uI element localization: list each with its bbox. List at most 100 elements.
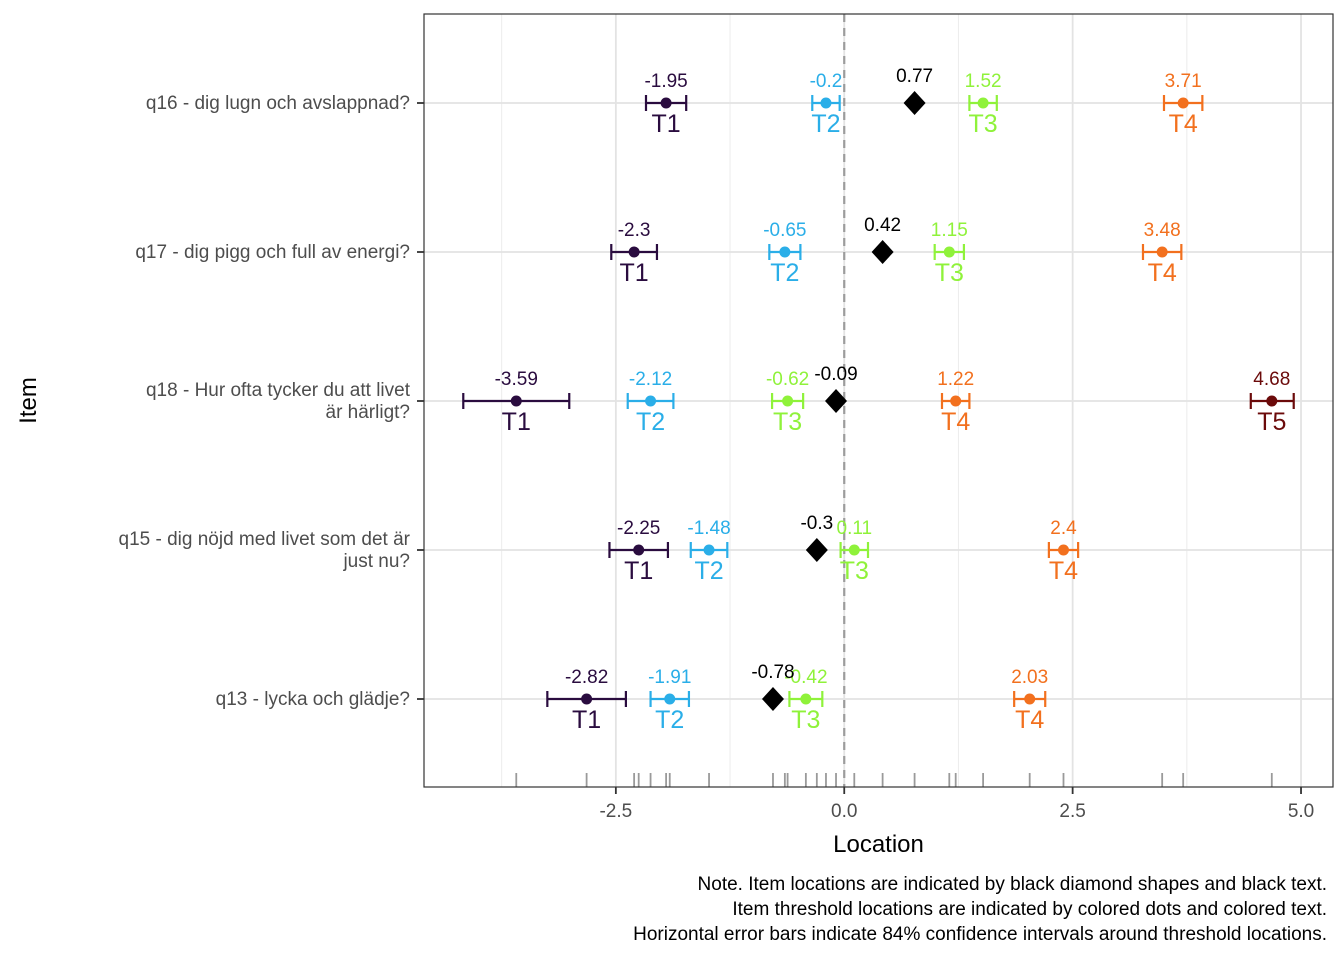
x-tick-label: 2.5 [1059, 801, 1085, 822]
threshold-value-label: -2.3 [618, 220, 651, 241]
threshold-point [950, 395, 962, 407]
threshold-id-label: T2 [655, 706, 684, 734]
y-tick-label: är härligt? [326, 402, 411, 423]
item-location-diamond [903, 91, 926, 115]
threshold-point [645, 395, 657, 407]
threshold-value-label: 3.71 [1165, 71, 1202, 92]
threshold-id-label: T4 [1015, 706, 1044, 734]
threshold-point [1177, 97, 1189, 109]
item-location-label: -0.3 [800, 513, 833, 534]
threshold-point [510, 395, 522, 407]
threshold-value-label: -3.59 [495, 369, 538, 390]
item-row: -2.3 T1 -0.65 T2 1.15 T3 3.48 T4 0.42 [610, 215, 1183, 287]
y-axis: q16 - dig lugn och avslappnad? q17 - dig … [119, 93, 424, 710]
item-location-diamond [825, 389, 848, 413]
threshold-id-label: T4 [1049, 557, 1078, 585]
rug-marks [515, 773, 1273, 787]
y-axis-title: Item [15, 377, 42, 424]
threshold-id-label: T4 [1169, 110, 1198, 138]
threshold-value-label: 3.48 [1144, 220, 1181, 241]
threshold-value-label: -0.2 [810, 71, 843, 92]
threshold-id-label: T1 [502, 408, 531, 436]
threshold-id-label: T1 [620, 259, 649, 287]
threshold-point [1024, 693, 1036, 705]
y-tick-label: just nu? [342, 551, 410, 572]
note-line: Horizontal error bars indicate 84% confi… [633, 924, 1327, 945]
threshold-value-label: 2.4 [1050, 518, 1077, 539]
item-location-label: -0.78 [751, 662, 794, 683]
threshold-point [848, 544, 860, 556]
threshold-id-label: T2 [694, 557, 723, 585]
threshold-id-label: T2 [770, 259, 799, 287]
threshold-value-label: 1.52 [965, 71, 1002, 92]
threshold-value-label: -2.82 [565, 667, 608, 688]
threshold-value-label: 1.22 [937, 369, 974, 390]
threshold-point [977, 97, 989, 109]
threshold-point [800, 693, 812, 705]
threshold-id-label: T3 [791, 706, 820, 734]
threshold-value-label: 2.03 [1011, 667, 1048, 688]
threshold-value-label: -1.91 [648, 667, 691, 688]
x-tick-label: -2.5 [599, 801, 632, 822]
x-axis: -2.5 0.0 2.5 5.0 [599, 787, 1314, 822]
y-tick-label: q13 - lycka och glädje? [216, 689, 410, 710]
threshold-point [1057, 544, 1069, 556]
chart-marks: -1.95 T1 -0.2 T2 1.52 T3 3.71 T4 0.77 -2.3 T1 -0.65… [462, 66, 1295, 734]
item-location-diamond [871, 240, 894, 264]
chart-note: Note. Item locations are indicated by bl… [633, 874, 1327, 945]
threshold-value-label: 1.15 [931, 220, 968, 241]
item-location-diamond [761, 687, 784, 711]
y-tick-label: q15 - dig nöjd med livet som det är [119, 529, 411, 550]
threshold-point [703, 544, 715, 556]
threshold-id-label: T2 [811, 110, 840, 138]
threshold-point [779, 246, 791, 258]
threshold-point [1266, 395, 1278, 407]
threshold-id-label: T4 [1148, 259, 1177, 287]
threshold-value-label: -0.65 [763, 220, 806, 241]
threshold-point [1156, 246, 1168, 258]
threshold-id-label: T5 [1257, 408, 1286, 436]
threshold-point [943, 246, 955, 258]
y-tick-label: q16 - dig lugn och avslappnad? [146, 93, 410, 114]
threshold-id-label: T3 [773, 408, 802, 436]
item-location-label: -0.09 [814, 364, 857, 385]
threshold-point [581, 693, 593, 705]
threshold-value-label: 4.68 [1253, 369, 1290, 390]
threshold-point [628, 246, 640, 258]
threshold-id-label: T2 [636, 408, 665, 436]
threshold-id-label: T1 [624, 557, 653, 585]
item-row: -1.95 T1 -0.2 T2 1.52 T3 3.71 T4 0.77 [644, 66, 1204, 138]
threshold-point [782, 395, 794, 407]
threshold-id-label: T4 [941, 408, 970, 436]
x-tick-label: 0.0 [831, 801, 857, 822]
threshold-value-label: -0.42 [784, 667, 827, 688]
y-tick-label: q17 - dig pigg och full av energi? [135, 242, 410, 263]
note-line: Item threshold locations are indicated b… [732, 899, 1327, 920]
threshold-id-label: T1 [652, 110, 681, 138]
threshold-point [820, 97, 832, 109]
threshold-point [664, 693, 676, 705]
threshold-point [633, 544, 645, 556]
threshold-value-label: -0.62 [766, 369, 809, 390]
threshold-value-label: -1.95 [644, 71, 687, 92]
threshold-value-label: -2.12 [629, 369, 672, 390]
threshold-id-label: T3 [840, 557, 869, 585]
threshold-id-label: T3 [969, 110, 998, 138]
item-location-label: 0.77 [896, 66, 933, 87]
item-location-diamond [805, 538, 828, 562]
item-row: -2.82 T1 -1.91 T2 -0.42 T3 2.03 T4 -0.78 [546, 662, 1048, 734]
threshold-value-label: -1.48 [687, 518, 730, 539]
item-row: -2.25 T1 -1.48 T2 0.11 T3 2.4 T4 -0.3 [608, 513, 1080, 585]
threshold-id-label: T1 [572, 706, 601, 734]
threshold-value-label: -2.25 [617, 518, 660, 539]
note-line: Note. Item locations are indicated by bl… [698, 874, 1327, 895]
item-location-label: 0.42 [864, 215, 901, 236]
threshold-id-label: T3 [935, 259, 964, 287]
x-tick-label: 5.0 [1288, 801, 1314, 822]
threshold-value-label: 0.11 [837, 518, 873, 539]
threshold-point [660, 97, 672, 109]
x-axis-title: Location [833, 831, 924, 858]
y-tick-label: q18 - Hur ofta tycker du att livet [146, 380, 411, 401]
item-row: -3.59 T1 -2.12 T2 -0.62 T3 1.22 T4 4.68 T5 -0.09 [462, 364, 1295, 436]
